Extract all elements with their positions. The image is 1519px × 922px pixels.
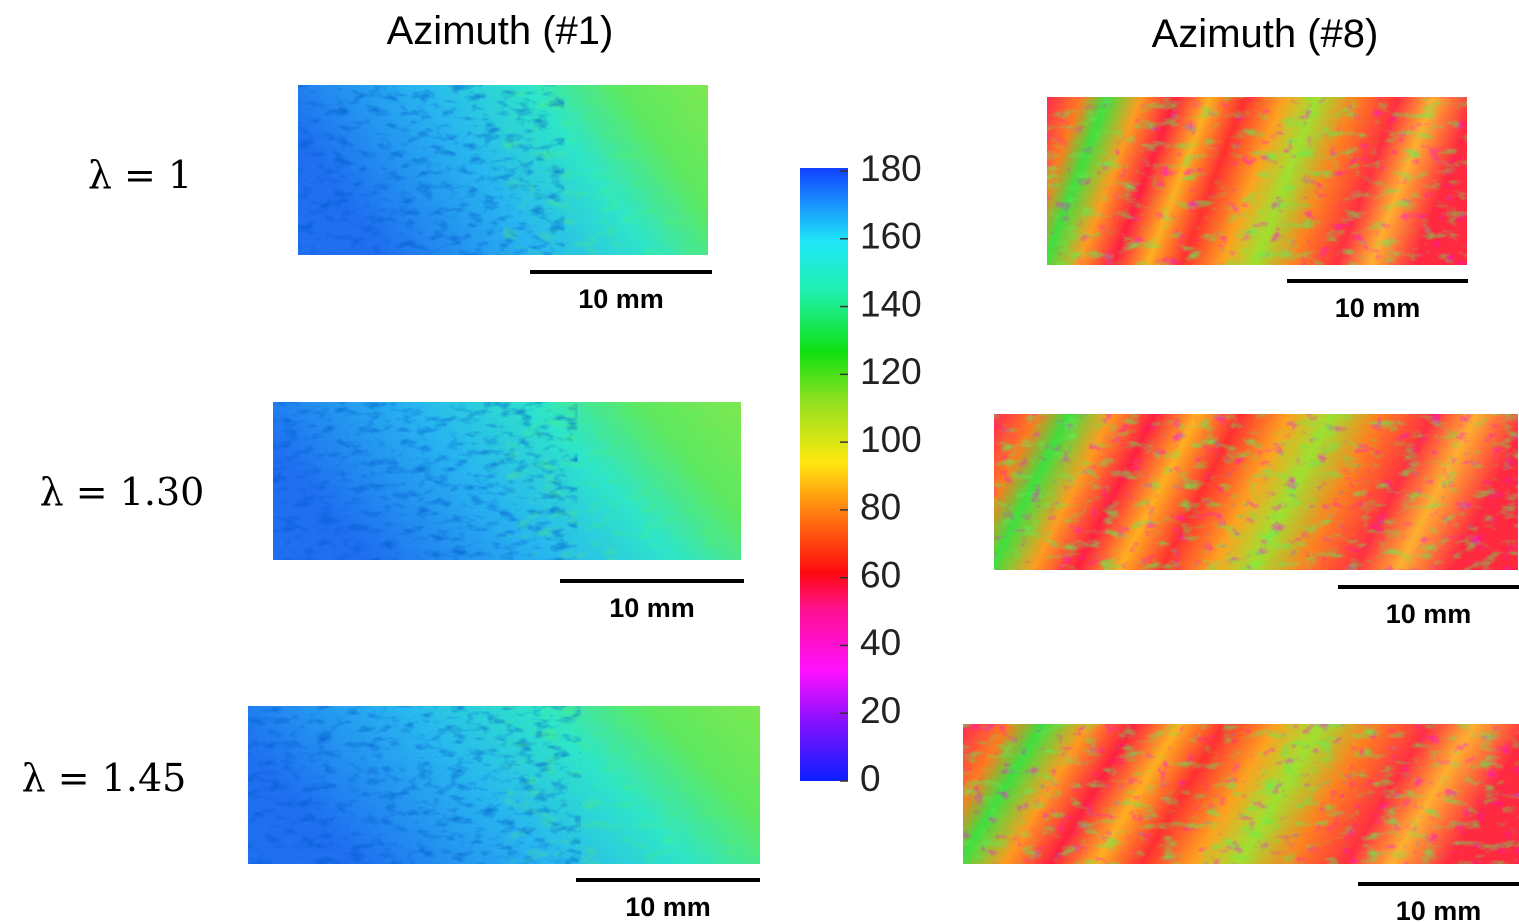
scale-bar-label: 10 mm <box>609 593 695 623</box>
map-image <box>273 402 741 560</box>
colorbar-tick-label: 80 <box>860 487 901 528</box>
colorbar-tick-label: 140 <box>860 283 922 324</box>
scale-bar-label: 10 mm <box>1335 293 1421 323</box>
scale-bar-label: 10 mm <box>1386 599 1472 629</box>
row-label: λ = 1.45 <box>22 756 187 800</box>
colorbar-tick-label: 40 <box>860 622 901 663</box>
colorbar <box>800 168 848 781</box>
column-title: Azimuth (#1) <box>387 9 614 53</box>
colorbar-tick-label: 100 <box>860 419 922 460</box>
colorbar-tick-label: 60 <box>860 554 901 595</box>
map-image <box>994 414 1518 570</box>
map-texture <box>507 402 741 560</box>
map-image <box>298 85 708 255</box>
map-image <box>963 724 1519 864</box>
colorbar-tick-label: 160 <box>860 216 922 257</box>
scale-bar-label: 10 mm <box>625 892 711 922</box>
figure: Azimuth (#1) Azimuth (#8) λ = 1 λ = 1.30… <box>0 0 1519 922</box>
map-texture <box>963 724 1519 864</box>
row-label: λ = 1 <box>88 153 192 197</box>
map-texture <box>1047 97 1467 265</box>
colorbar-tick-label: 20 <box>860 690 901 731</box>
map-texture <box>994 414 1518 570</box>
column-title: Azimuth (#8) <box>1152 12 1379 56</box>
colorbar-tick-label: 120 <box>860 351 922 392</box>
colorbar-tick-label: 180 <box>860 148 922 189</box>
scale-bar-label: 10 mm <box>1396 896 1482 922</box>
colorbar-tick-label: 0 <box>860 758 881 799</box>
row-label: λ = 1.30 <box>40 470 205 514</box>
scale-bar-label: 10 mm <box>578 284 664 314</box>
map-image <box>248 706 760 864</box>
map-texture <box>503 85 708 255</box>
map-image <box>1047 97 1467 265</box>
map-texture <box>504 706 760 864</box>
